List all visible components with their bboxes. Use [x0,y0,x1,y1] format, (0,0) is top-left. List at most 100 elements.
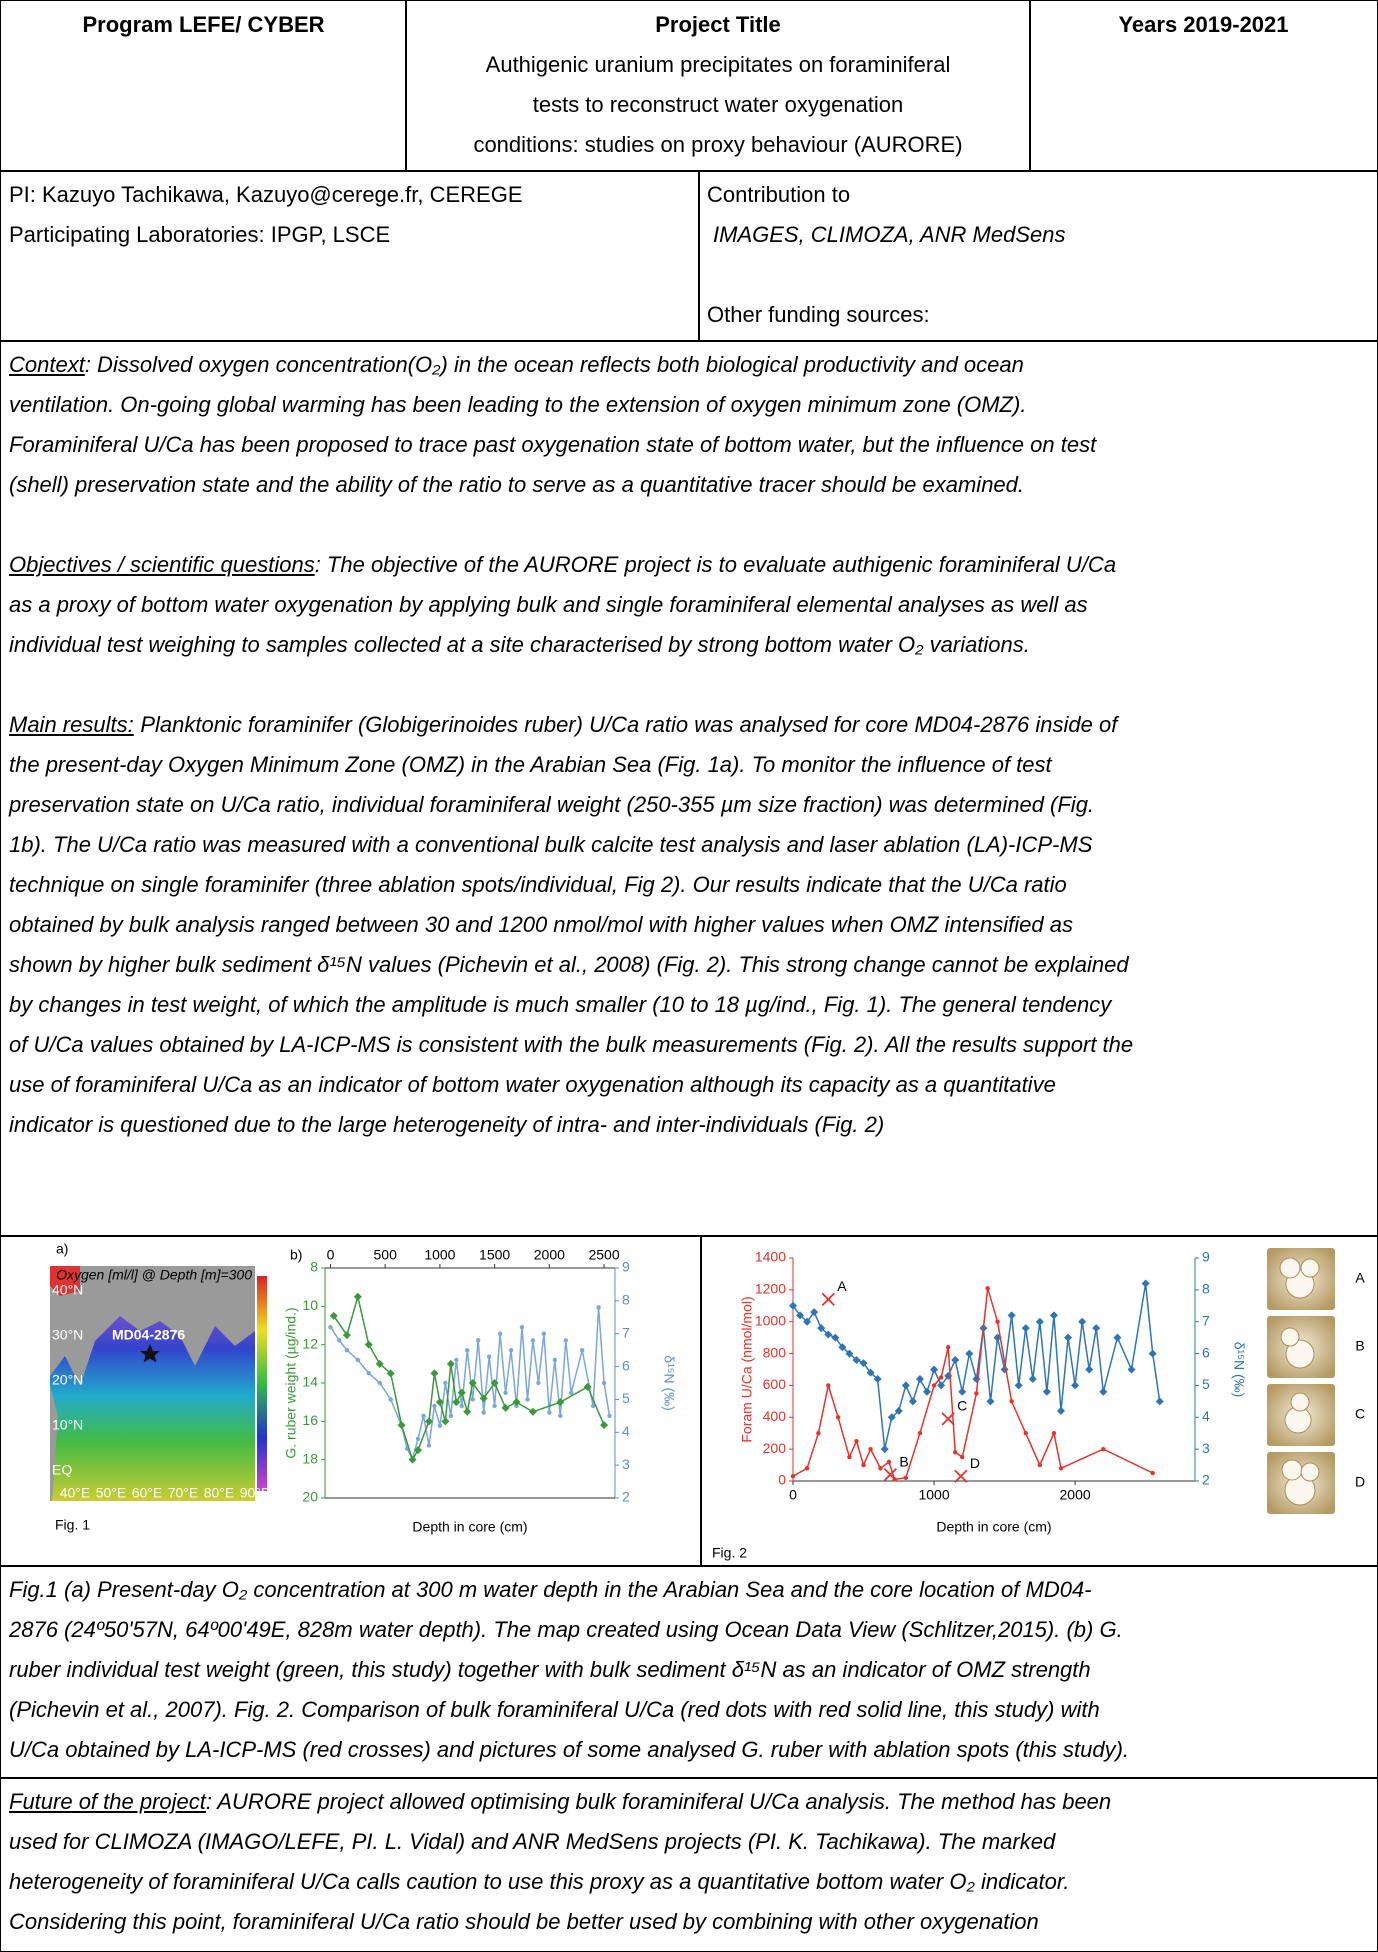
map-colorbar [257,1276,267,1491]
point [1156,1397,1164,1405]
program-cell: Program LEFE/ CYBER [0,0,407,172]
map-lon: 50°E [96,1485,127,1501]
text-line: shown by higher bulk sediment δ¹⁵N value… [9,945,1369,985]
text-line: heterogeneity of foraminiferal U/Ca call… [9,1862,1369,1902]
text-line: indicator is questioned due to the large… [9,1105,1369,1145]
point [388,1397,392,1401]
map-lat: 10°N [52,1417,83,1433]
point [509,1348,513,1352]
point [529,1408,537,1416]
point [930,1366,938,1374]
y-tick-label: 16 [302,1412,318,1428]
point [542,1332,546,1336]
point [909,1397,917,1405]
point [487,1355,491,1359]
y-tick-label: 12 [302,1335,318,1351]
section-text: ventilation. On-going global warming has… [9,392,1026,417]
point [1024,1431,1028,1435]
y2-tick-label: 5 [1202,1376,1210,1392]
point [607,1414,611,1418]
point [791,1474,795,1478]
map-lon: 80°E [204,1485,235,1501]
y2-tick-label: 7 [622,1324,630,1340]
section-text: 1b). The U/Ca ratio was measured with a … [9,832,1092,857]
point [337,1338,341,1342]
text-line: individual test weighing to samples coll… [9,625,1369,665]
y-tick-label: 600 [763,1376,787,1392]
point [398,1421,406,1429]
point [328,1325,332,1329]
point-label: B [899,1453,908,1469]
section-text: by changes in test weight, of which the … [9,992,1111,1017]
x-tick-label: 1000 [424,1247,455,1263]
x-tick-label: 500 [374,1247,398,1263]
y2-tick-label: 4 [1202,1408,1210,1424]
section-text: of U/Ca values obtained by LA-ICP-MS is … [9,1032,1133,1057]
section-text: Foraminiferal U/Ca has been proposed to … [9,432,1096,457]
section-text: obtained by bulk analysis ranged between… [9,912,1073,937]
x-tick-label: 0 [327,1247,335,1263]
y-axis-label: Foram U/Ca (nmol/mol) [739,1296,755,1442]
point [955,1470,967,1482]
y2-tick-label: 3 [622,1456,630,1472]
point [826,1383,830,1387]
map-title: Oxygen [ml/l] @ Depth [m]=300 [56,1267,252,1283]
point [1092,1324,1100,1332]
point [887,1460,891,1464]
text-line: Fig.1 (a) Present-day O₂ concentration a… [9,1570,1369,1610]
section-text: as a proxy of bottom water oxygenation b… [9,592,1088,617]
section-text: individual test weighing to samples coll… [9,632,1030,657]
section-text: use of foraminiferal U/Ca as an indicato… [9,1072,1056,1097]
point [454,1358,458,1362]
text-line: 2876 (24º50'57N, 64º00'49E, 828m water d… [9,1610,1369,1650]
section-text: indicator is questioned due to the large… [9,1112,884,1137]
section-label: Context [9,352,85,377]
point [932,1383,936,1387]
section-text: : AURORE project allowed optimising bulk… [206,1789,1111,1814]
point [553,1358,557,1362]
point [580,1348,584,1352]
x-tick-label: 1500 [479,1247,510,1263]
point [354,1293,362,1301]
point [1038,1463,1042,1467]
point [531,1338,535,1342]
future-cell: Future of the project: AURORE project al… [0,1777,1378,1952]
point [476,1338,480,1342]
x-axis-label: Depth in core (cm) [936,1519,1051,1535]
point [443,1381,447,1385]
point [441,1417,449,1425]
y-tick-label: 800 [763,1344,787,1360]
section-label: Objectives / scientific questions [9,552,315,577]
years-cell: Years 2019-2021 [1029,0,1378,172]
point [365,1341,373,1349]
point [1085,1366,1093,1374]
y-tick-label: 18 [302,1450,318,1466]
point [974,1391,978,1395]
point [904,1476,908,1480]
point [558,1414,562,1418]
point [1043,1388,1051,1396]
text-line: use of foraminiferal U/Ca as an indicato… [9,1065,1369,1105]
section-text: : Dissolved oxygen concentration(O₂) in … [85,352,1024,377]
point [1099,1388,1107,1396]
y2-tick-label: 3 [1202,1440,1210,1456]
text-line: Objectives / scientific questions: The o… [9,545,1369,585]
pi-cell: PI: Kazuyo Tachikawa, Kazuyo@cerege.fr, … [0,170,700,342]
point [465,1348,469,1352]
text-line: the present-day Oxygen Minimum Zone (OMZ… [9,745,1369,785]
y2-tick-label: 9 [1202,1249,1210,1265]
chart-title: b) [290,1247,302,1263]
map-lat: EQ [52,1462,72,1478]
point [427,1443,431,1447]
point [503,1391,507,1395]
point [1029,1375,1037,1383]
section-label: Main results: [9,712,134,737]
y2-tick-label: 2 [622,1489,630,1505]
section-text: (Pichevin et al., 2007). Fig. 2. Compari… [9,1697,1100,1722]
contribution-cell: Contribution to IMAGES, CLIMOZA, ANR Med… [698,170,1378,342]
point [596,1305,600,1309]
y2-tick-label: 8 [1202,1281,1210,1297]
photo-label: D [1355,1474,1365,1490]
point [878,1466,882,1470]
text-line: U/Ca obtained by LA-ICP-MS (red crosses)… [9,1730,1369,1770]
